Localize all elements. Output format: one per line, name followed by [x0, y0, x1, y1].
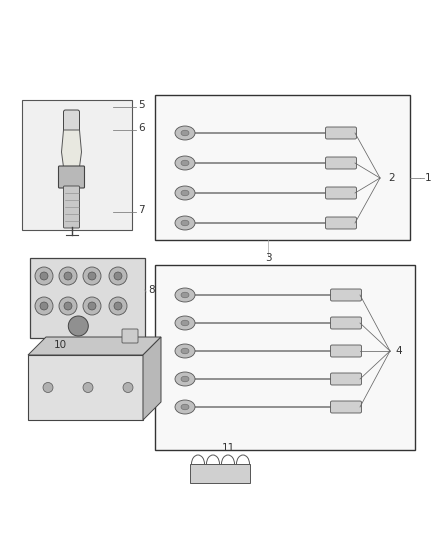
- FancyBboxPatch shape: [325, 217, 357, 229]
- Bar: [22, 100, 132, 230]
- FancyBboxPatch shape: [64, 110, 80, 132]
- Ellipse shape: [181, 404, 189, 410]
- Ellipse shape: [181, 220, 189, 226]
- FancyBboxPatch shape: [331, 289, 361, 301]
- Text: 3: 3: [265, 253, 271, 263]
- FancyBboxPatch shape: [331, 345, 361, 357]
- Text: 5: 5: [138, 100, 145, 110]
- Circle shape: [88, 302, 96, 310]
- Circle shape: [114, 302, 122, 310]
- Ellipse shape: [175, 400, 195, 414]
- Ellipse shape: [175, 344, 195, 358]
- Bar: [28, 355, 143, 420]
- FancyBboxPatch shape: [325, 187, 357, 199]
- Text: 11: 11: [221, 443, 235, 453]
- Circle shape: [40, 302, 48, 310]
- Circle shape: [43, 383, 53, 392]
- Text: 1: 1: [425, 173, 431, 183]
- Text: 2: 2: [388, 173, 395, 183]
- Ellipse shape: [181, 130, 189, 136]
- FancyBboxPatch shape: [59, 166, 85, 188]
- Ellipse shape: [181, 376, 189, 382]
- Circle shape: [35, 297, 53, 315]
- Ellipse shape: [175, 156, 195, 170]
- Polygon shape: [143, 337, 161, 420]
- FancyBboxPatch shape: [64, 186, 80, 228]
- Text: 4: 4: [395, 346, 402, 356]
- Circle shape: [83, 297, 101, 315]
- Ellipse shape: [175, 216, 195, 230]
- Text: 7: 7: [138, 205, 145, 215]
- Ellipse shape: [175, 316, 195, 330]
- Bar: [30, 258, 145, 338]
- FancyBboxPatch shape: [331, 317, 361, 329]
- FancyBboxPatch shape: [122, 329, 138, 343]
- Bar: [155, 95, 410, 240]
- FancyBboxPatch shape: [331, 373, 361, 385]
- Circle shape: [114, 272, 122, 280]
- Circle shape: [64, 302, 72, 310]
- FancyBboxPatch shape: [325, 157, 357, 169]
- Polygon shape: [61, 130, 81, 167]
- Circle shape: [59, 267, 77, 285]
- FancyBboxPatch shape: [325, 127, 357, 139]
- Circle shape: [59, 297, 77, 315]
- Circle shape: [35, 267, 53, 285]
- Ellipse shape: [181, 348, 189, 354]
- Circle shape: [40, 272, 48, 280]
- Ellipse shape: [181, 190, 189, 196]
- Ellipse shape: [175, 372, 195, 386]
- Circle shape: [123, 383, 133, 392]
- Circle shape: [68, 316, 88, 336]
- Ellipse shape: [181, 292, 189, 298]
- Circle shape: [88, 272, 96, 280]
- Ellipse shape: [175, 186, 195, 200]
- Ellipse shape: [181, 160, 189, 166]
- Polygon shape: [28, 337, 161, 355]
- Circle shape: [83, 267, 101, 285]
- Circle shape: [109, 297, 127, 315]
- FancyBboxPatch shape: [331, 401, 361, 413]
- Text: 10: 10: [53, 340, 67, 350]
- Ellipse shape: [175, 126, 195, 140]
- Ellipse shape: [181, 320, 189, 326]
- Circle shape: [64, 272, 72, 280]
- Bar: [190, 464, 250, 483]
- Circle shape: [83, 383, 93, 392]
- Ellipse shape: [175, 288, 195, 302]
- Text: 8: 8: [148, 285, 155, 295]
- Circle shape: [109, 267, 127, 285]
- Text: 6: 6: [138, 123, 145, 133]
- Bar: [155, 265, 415, 450]
